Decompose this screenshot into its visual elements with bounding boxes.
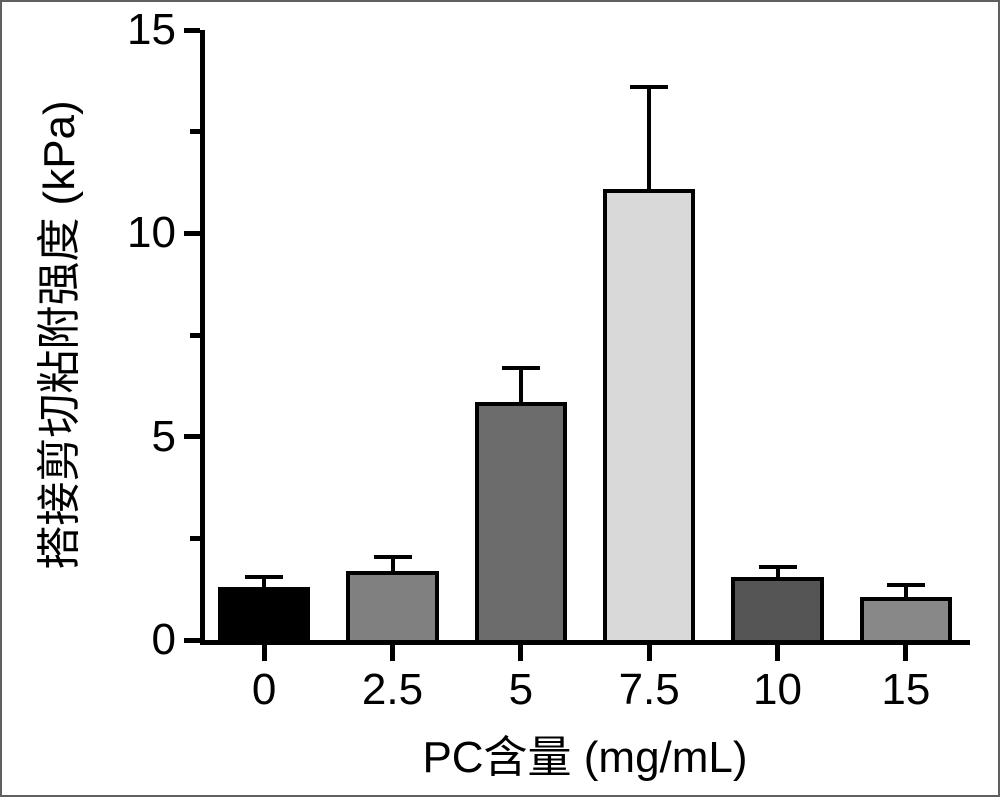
bar: [346, 571, 438, 640]
y-tick-label: 5: [152, 412, 176, 462]
y-tick-major: [184, 231, 200, 236]
x-tick: [390, 645, 395, 661]
bar-chart: 0 5 10 15 0 2.5 5 7.5 10 15 搭接剪切粘附强度 (kPa) PC含量 (mg…: [0, 0, 1000, 797]
error-bar-cap: [502, 366, 540, 370]
error-bar-cap: [759, 565, 797, 569]
x-tick: [518, 645, 523, 661]
x-tick-label: 2.5: [362, 665, 423, 715]
x-axis-line: [200, 640, 970, 645]
x-tick-label: 15: [881, 665, 930, 715]
y-tick-major: [184, 434, 200, 439]
error-bar-stem: [391, 557, 395, 571]
y-tick-label: 10: [127, 208, 176, 258]
x-tick: [775, 645, 780, 661]
error-bar-cap: [630, 85, 668, 89]
y-axis-title: 搭接剪切粘附强度 (kPa): [23, 100, 87, 569]
bar: [731, 577, 823, 640]
x-tick: [262, 645, 267, 661]
error-bar-cap: [245, 575, 283, 579]
error-bar-stem: [519, 368, 523, 403]
x-tick: [903, 645, 908, 661]
x-tick: [647, 645, 652, 661]
x-tick-label: 7.5: [619, 665, 680, 715]
y-axis-line: [200, 30, 205, 645]
error-bar-cap: [374, 555, 412, 559]
y-tick-minor: [190, 536, 200, 541]
error-bar-stem: [647, 87, 651, 189]
y-tick-minor: [190, 333, 200, 338]
x-axis-title: PC含量 (mg/mL): [422, 721, 747, 785]
y-tick-label: 0: [152, 615, 176, 665]
y-tick-label: 15: [127, 5, 176, 55]
x-tick-label: 5: [509, 665, 533, 715]
x-tick-label: 10: [753, 665, 802, 715]
bar: [218, 587, 310, 640]
bar: [860, 597, 952, 640]
bar: [475, 402, 567, 640]
y-tick-minor: [190, 129, 200, 134]
error-bar-cap: [887, 583, 925, 587]
x-tick-label: 0: [252, 665, 276, 715]
plot-area: [200, 30, 970, 640]
y-tick-major: [184, 638, 200, 643]
y-tick-major: [184, 28, 200, 33]
bar: [603, 189, 695, 640]
